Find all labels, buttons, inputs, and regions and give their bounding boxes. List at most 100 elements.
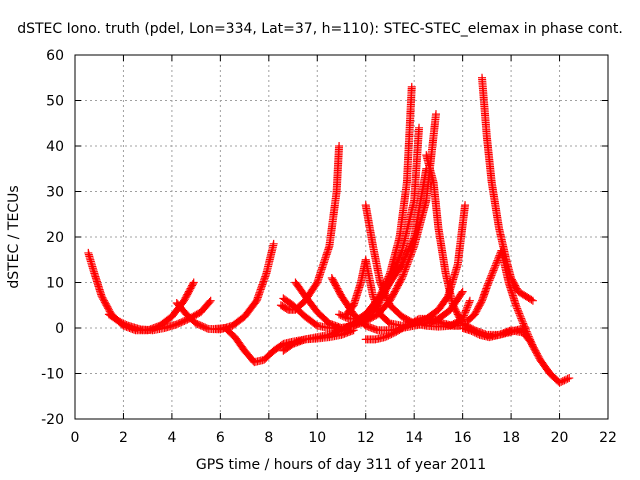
data-point bbox=[563, 374, 572, 383]
data-point bbox=[461, 201, 470, 210]
x-tick-label: 8 bbox=[264, 430, 273, 446]
data-point bbox=[458, 287, 467, 296]
data-point bbox=[409, 234, 418, 243]
data-point bbox=[373, 303, 382, 312]
data-point bbox=[460, 309, 469, 318]
x-tick-label: 22 bbox=[599, 430, 617, 446]
data-point bbox=[461, 308, 470, 317]
data-point bbox=[457, 289, 466, 297]
data-point bbox=[490, 264, 499, 273]
data-point bbox=[488, 268, 497, 277]
series-12 bbox=[361, 314, 465, 344]
data-point bbox=[205, 297, 214, 306]
data-point bbox=[565, 374, 574, 383]
x-tick-label: 20 bbox=[551, 430, 569, 446]
data-point bbox=[482, 283, 491, 292]
data-point bbox=[485, 276, 494, 285]
data-point bbox=[486, 274, 495, 283]
x-tick-label: 4 bbox=[167, 430, 176, 446]
y-tick-label: 20 bbox=[46, 230, 64, 246]
y-tick-label: 10 bbox=[46, 276, 64, 292]
x-tick-label: 2 bbox=[119, 430, 128, 446]
data-point bbox=[515, 311, 524, 320]
data-point bbox=[374, 305, 383, 314]
data-point bbox=[513, 304, 522, 313]
data-point bbox=[371, 298, 380, 307]
x-axis-label: GPS time / hours of day 311 of year 2011 bbox=[196, 457, 486, 473]
series-16 bbox=[458, 324, 530, 342]
data-point bbox=[483, 281, 492, 290]
data-point bbox=[491, 261, 500, 270]
data-point bbox=[492, 258, 501, 267]
data-point bbox=[528, 340, 537, 349]
data-point bbox=[464, 300, 473, 309]
data-point bbox=[487, 271, 496, 280]
data-point bbox=[269, 239, 278, 248]
data-point bbox=[517, 316, 526, 325]
x-tick-label: 6 bbox=[216, 430, 225, 446]
data-point bbox=[528, 296, 537, 305]
data-point bbox=[368, 292, 377, 301]
data-point bbox=[512, 302, 521, 311]
data-point bbox=[370, 295, 379, 304]
data-point bbox=[465, 298, 474, 307]
data-point bbox=[396, 250, 405, 259]
data-point bbox=[401, 265, 410, 274]
data-point bbox=[484, 279, 493, 288]
tick-labels: 0 2 4 6 8 10 12 14 16 18 20 22 -20 -10 0 10 20 30 40 50 60 bbox=[41, 48, 617, 446]
data-point bbox=[335, 142, 344, 150]
data-point bbox=[463, 303, 472, 312]
x-tick-label: 0 bbox=[71, 430, 80, 446]
data-point bbox=[465, 296, 474, 305]
x-tick-label: 12 bbox=[357, 430, 375, 446]
data-point bbox=[398, 272, 407, 281]
data-point bbox=[514, 307, 523, 316]
data-point bbox=[517, 314, 526, 323]
y-tick-label: 50 bbox=[46, 94, 64, 110]
data-point bbox=[484, 278, 493, 287]
data-point bbox=[515, 309, 524, 318]
series-1 bbox=[104, 296, 215, 335]
data-point bbox=[461, 306, 470, 315]
data-point bbox=[488, 269, 497, 278]
y-tick-label: 40 bbox=[46, 139, 64, 155]
data-point bbox=[374, 307, 383, 316]
y-tick-label: -10 bbox=[41, 367, 64, 383]
data-marks bbox=[84, 73, 574, 387]
data-point bbox=[486, 273, 495, 282]
data-point bbox=[398, 273, 407, 282]
x-tick-label: 14 bbox=[405, 430, 423, 446]
data-point bbox=[188, 280, 197, 289]
series-15 bbox=[478, 73, 537, 305]
data-point bbox=[518, 317, 527, 326]
data-point bbox=[400, 267, 409, 276]
data-point bbox=[492, 259, 501, 268]
x-tick-label: 10 bbox=[308, 430, 326, 446]
chart-title: dSTEC Iono. truth (pdel, Lon=334, Lat=37… bbox=[17, 21, 623, 37]
data-point bbox=[528, 342, 537, 351]
x-tick-label: 18 bbox=[502, 430, 520, 446]
series-5 bbox=[276, 142, 344, 314]
data-point bbox=[372, 302, 381, 311]
data-point bbox=[489, 266, 498, 275]
data-point bbox=[206, 296, 215, 305]
data-point bbox=[511, 301, 520, 310]
data-point bbox=[401, 263, 410, 272]
data-point bbox=[527, 295, 536, 304]
data-point bbox=[462, 304, 471, 313]
data-point bbox=[415, 123, 424, 132]
data-point bbox=[516, 312, 525, 321]
data-point bbox=[490, 263, 499, 272]
data-point bbox=[397, 248, 406, 257]
data-point bbox=[463, 301, 472, 310]
data-point bbox=[372, 300, 381, 309]
data-point bbox=[521, 324, 530, 332]
x-tick-label: 16 bbox=[454, 430, 472, 446]
y-tick-label: 60 bbox=[46, 48, 64, 64]
ticks bbox=[74, 54, 609, 420]
y-tick-label: 0 bbox=[55, 321, 64, 337]
data-point bbox=[407, 82, 416, 91]
data-point bbox=[189, 278, 198, 287]
data-point bbox=[399, 268, 408, 277]
